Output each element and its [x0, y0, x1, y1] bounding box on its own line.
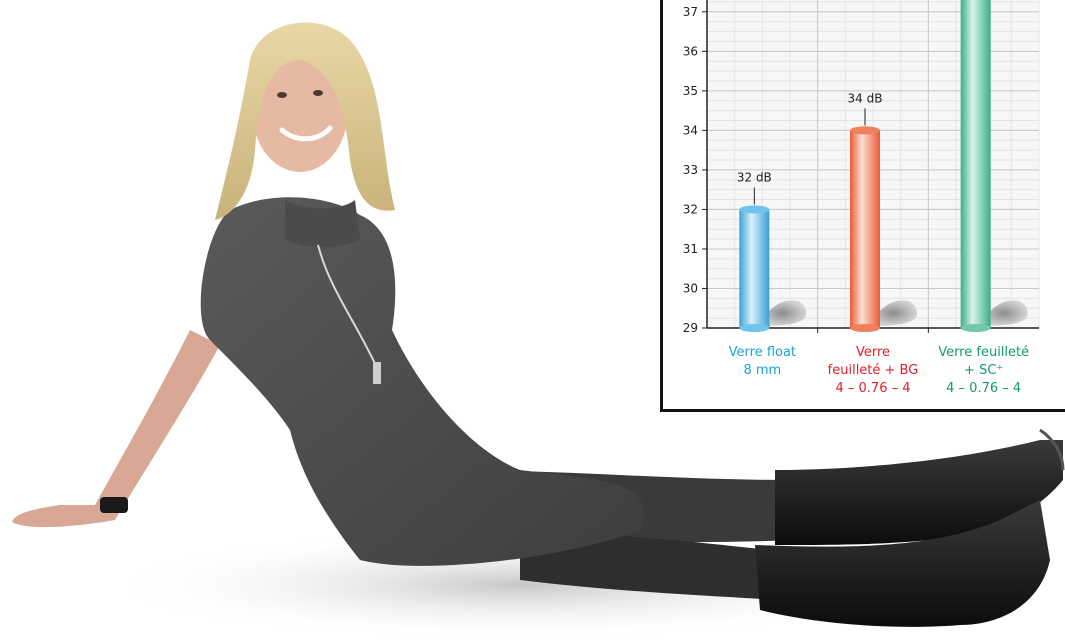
- y-tick-label: 35: [683, 84, 698, 98]
- category-label-line: 4 – 0.76 – 4: [946, 381, 1021, 396]
- category-label-line: 4 – 0.76 – 4: [835, 381, 910, 396]
- bar-0: [739, 205, 807, 332]
- bar-body: [850, 130, 880, 328]
- y-tick-label: 30: [683, 281, 698, 295]
- category-label: Verre feuilleté + BG 4 – 0.76 – 4: [828, 345, 919, 396]
- y-tick-label: 29: [683, 321, 698, 335]
- y-tick-label: 31: [683, 242, 698, 256]
- category-label-line: Verre float: [729, 345, 796, 360]
- bar-1: [850, 126, 917, 332]
- bar-cap: [739, 205, 770, 214]
- category-label: Verre float 8 mm: [729, 345, 796, 378]
- bar-body: [739, 209, 770, 328]
- bar-body: [960, 0, 991, 329]
- bar-base: [850, 324, 880, 332]
- bar-base: [960, 324, 991, 332]
- data-label: 32 dB: [737, 170, 772, 184]
- y-tick-label: 34: [683, 123, 698, 137]
- category-label: Verre feuilleté + SC⁺ 4 – 0.76 – 4: [938, 345, 1029, 396]
- data-label: 34 dB: [848, 91, 883, 105]
- y-tick-label: 33: [683, 163, 698, 177]
- category-label-line: Verre: [856, 345, 890, 360]
- y-tick-label: 36: [683, 44, 698, 58]
- bar-cap: [850, 126, 880, 135]
- category-label-line: feuilleté + BG: [828, 363, 919, 378]
- category-label-line: + SC⁺: [964, 363, 1003, 378]
- bar-2: [960, 0, 1028, 332]
- bar-layer: [739, 0, 1028, 332]
- label-layer: 32 dB Verre float 8 mm 34 dB Verre feuilleté …: [729, 91, 1030, 396]
- y-tick-label: 32: [683, 202, 698, 216]
- y-tick-label: 37: [683, 5, 698, 19]
- bar-base: [739, 324, 770, 332]
- bar-shadow: [869, 300, 917, 326]
- bar-shadow: [979, 300, 1028, 326]
- bar-shadow: [758, 300, 807, 326]
- chart-panel: 29 30 31 32 33 34 35 36 37 32 dB Verre float 8 mm 3…: [660, 0, 1065, 412]
- category-label-line: 8 mm: [743, 363, 781, 378]
- category-label-line: Verre feuilleté: [938, 345, 1029, 360]
